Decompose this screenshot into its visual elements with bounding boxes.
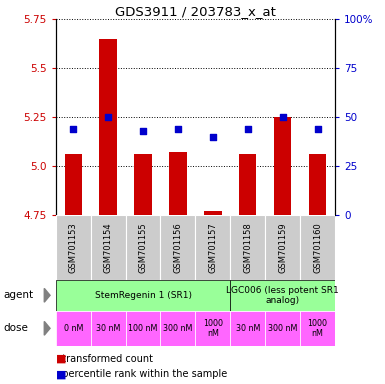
Text: ■: ■: [56, 369, 66, 379]
Text: GSM701156: GSM701156: [173, 222, 182, 273]
Bar: [195, 311, 230, 346]
Text: 100 nM: 100 nM: [128, 324, 158, 333]
Text: StemRegenin 1 (SR1): StemRegenin 1 (SR1): [95, 291, 192, 300]
Bar: [126, 215, 161, 280]
Bar: [230, 280, 335, 311]
Bar: [239, 154, 256, 215]
Text: transformed count: transformed count: [56, 354, 153, 364]
Point: [244, 126, 251, 132]
Text: GSM701153: GSM701153: [69, 222, 78, 273]
Bar: [91, 215, 126, 280]
Polygon shape: [44, 288, 50, 302]
Point: [175, 126, 181, 132]
Bar: [230, 215, 265, 280]
Bar: [91, 311, 126, 346]
Text: 300 nM: 300 nM: [163, 324, 192, 333]
Bar: [274, 117, 291, 215]
Text: LGC006 (less potent SR1
analog): LGC006 (less potent SR1 analog): [226, 286, 339, 305]
Bar: [161, 311, 195, 346]
Text: GSM701158: GSM701158: [243, 222, 252, 273]
Bar: [56, 215, 91, 280]
Bar: [56, 311, 91, 346]
Bar: [134, 154, 152, 215]
Text: 300 nM: 300 nM: [268, 324, 297, 333]
Text: percentile rank within the sample: percentile rank within the sample: [56, 369, 227, 379]
Bar: [161, 215, 195, 280]
Text: 30 nM: 30 nM: [236, 324, 260, 333]
Point: [280, 114, 286, 120]
Bar: [300, 215, 335, 280]
Bar: [195, 215, 230, 280]
Point: [105, 114, 111, 120]
Bar: [265, 215, 300, 280]
Bar: [300, 311, 335, 346]
Text: GSM701154: GSM701154: [104, 222, 113, 273]
Text: 1000
nM: 1000 nM: [203, 319, 223, 338]
Text: 0 nM: 0 nM: [64, 324, 83, 333]
Text: dose: dose: [4, 323, 29, 333]
Bar: [126, 311, 161, 346]
Point: [210, 134, 216, 140]
Point: [70, 126, 76, 132]
Bar: [56, 280, 230, 311]
Bar: [169, 152, 187, 215]
Bar: [265, 311, 300, 346]
Text: GSM701157: GSM701157: [208, 222, 218, 273]
Bar: [204, 211, 221, 215]
Text: GSM701155: GSM701155: [139, 222, 147, 273]
Text: GSM701159: GSM701159: [278, 222, 287, 273]
Text: ■: ■: [56, 354, 66, 364]
Text: 30 nM: 30 nM: [96, 324, 121, 333]
Bar: [230, 311, 265, 346]
Text: agent: agent: [4, 290, 34, 300]
Title: GDS3911 / 203783_x_at: GDS3911 / 203783_x_at: [115, 5, 276, 18]
Bar: [309, 154, 326, 215]
Bar: [99, 39, 117, 215]
Text: GSM701160: GSM701160: [313, 222, 322, 273]
Point: [140, 128, 146, 134]
Text: 1000
nM: 1000 nM: [308, 319, 328, 338]
Point: [315, 126, 321, 132]
Bar: [65, 154, 82, 215]
Polygon shape: [44, 321, 50, 335]
